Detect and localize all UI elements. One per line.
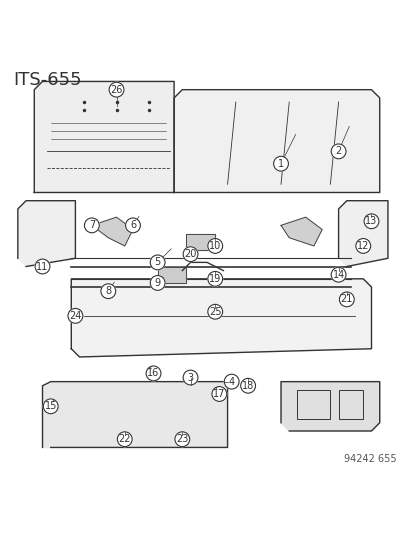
Text: 12: 12 (356, 241, 368, 251)
Circle shape (150, 255, 165, 270)
Text: 5: 5 (154, 257, 160, 268)
Circle shape (183, 370, 197, 385)
Text: 17: 17 (213, 389, 225, 399)
Circle shape (146, 366, 161, 381)
Circle shape (207, 271, 222, 286)
Circle shape (101, 284, 115, 298)
Circle shape (224, 374, 238, 389)
Text: 10: 10 (209, 241, 221, 251)
Circle shape (355, 239, 370, 253)
Polygon shape (157, 266, 186, 283)
Text: 7: 7 (88, 220, 95, 230)
Text: 23: 23 (176, 434, 188, 444)
Bar (338, 390, 362, 418)
Circle shape (211, 386, 226, 401)
Text: 3: 3 (187, 373, 193, 383)
Bar (297, 390, 330, 418)
Polygon shape (338, 201, 387, 266)
Text: 15: 15 (45, 401, 57, 411)
Text: 94242 655: 94242 655 (343, 454, 395, 464)
Circle shape (117, 432, 132, 447)
Polygon shape (280, 217, 321, 246)
Text: 18: 18 (242, 381, 254, 391)
Circle shape (43, 399, 58, 414)
Text: 14: 14 (332, 270, 344, 280)
Text: 6: 6 (130, 220, 136, 230)
Polygon shape (92, 217, 133, 246)
Circle shape (330, 144, 345, 159)
Text: 13: 13 (365, 216, 377, 227)
Circle shape (84, 218, 99, 233)
Text: 9: 9 (154, 278, 160, 288)
Text: 19: 19 (209, 274, 221, 284)
Polygon shape (71, 279, 370, 357)
Polygon shape (174, 90, 379, 192)
Circle shape (339, 292, 354, 307)
Text: 25: 25 (209, 306, 221, 317)
Circle shape (240, 378, 255, 393)
Text: 26: 26 (110, 85, 122, 95)
Circle shape (183, 247, 197, 262)
Text: 2: 2 (335, 147, 341, 156)
Text: 11: 11 (36, 262, 48, 271)
Polygon shape (43, 382, 227, 447)
Polygon shape (34, 82, 174, 192)
Circle shape (207, 239, 222, 253)
Circle shape (125, 218, 140, 233)
Circle shape (273, 156, 288, 171)
Polygon shape (280, 382, 379, 431)
Text: 1: 1 (277, 159, 283, 168)
Text: 24: 24 (69, 311, 81, 321)
Circle shape (330, 268, 345, 282)
Circle shape (363, 214, 378, 229)
Circle shape (207, 304, 222, 319)
Text: 16: 16 (147, 368, 159, 378)
Circle shape (150, 276, 165, 290)
Circle shape (109, 82, 123, 97)
Text: ITS-655: ITS-655 (14, 71, 82, 89)
Text: 21: 21 (340, 294, 352, 304)
Polygon shape (18, 201, 75, 266)
Text: 8: 8 (105, 286, 111, 296)
Text: 4: 4 (228, 377, 234, 386)
Text: 20: 20 (184, 249, 196, 259)
Polygon shape (186, 233, 215, 250)
Circle shape (35, 259, 50, 274)
Circle shape (68, 309, 83, 323)
Circle shape (175, 432, 189, 447)
Text: 22: 22 (118, 434, 131, 444)
